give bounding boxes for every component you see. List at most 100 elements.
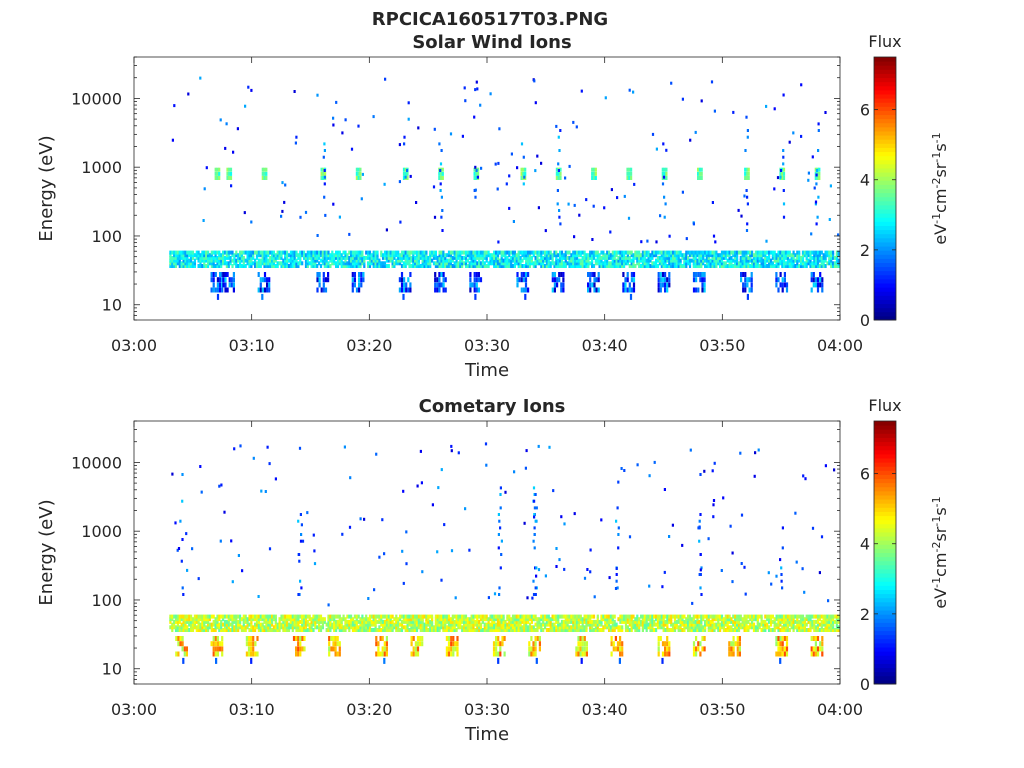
- band-cell: [734, 255, 737, 260]
- band-cell: [786, 625, 789, 630]
- band-cell: [705, 614, 709, 619]
- band-cell: [233, 261, 236, 266]
- band-cell: [581, 261, 584, 266]
- band-cell: [775, 255, 778, 260]
- band-cell: [798, 253, 801, 258]
- noise-cell: [681, 97, 684, 101]
- band-cell: [174, 261, 178, 266]
- mid-peak-cell: [592, 176, 596, 180]
- band-cell: [496, 614, 500, 619]
- sub-band-cell: [581, 636, 584, 641]
- band-cell: [227, 617, 230, 622]
- band-cell: [707, 614, 710, 619]
- band-cell: [784, 255, 788, 260]
- band-cell: [745, 258, 748, 263]
- band-cell: [730, 625, 733, 630]
- streak-cell: [439, 182, 442, 186]
- sub-band-cell: [744, 287, 747, 293]
- band-cell: [656, 258, 660, 263]
- band-cell: [464, 614, 468, 619]
- streak-cell: [700, 593, 703, 596]
- band-cell: [587, 253, 590, 258]
- band-cell: [758, 622, 761, 627]
- band-cell: [423, 253, 426, 258]
- band-cell: [628, 622, 631, 627]
- band-cell: [263, 614, 266, 619]
- band-cell: [186, 264, 189, 268]
- band-cell: [653, 261, 656, 266]
- band-cell: [677, 261, 680, 266]
- band-cell: [432, 628, 436, 632]
- sub-band-cell: [695, 287, 698, 293]
- sub-band-cell: [497, 657, 500, 664]
- noise-cell: [407, 101, 410, 105]
- colorbar-segment: [874, 114, 896, 120]
- band-cell: [423, 614, 426, 619]
- band-cell: [544, 617, 547, 622]
- band-cell: [519, 617, 522, 622]
- band-cell: [402, 255, 405, 260]
- band-cell: [741, 250, 744, 255]
- sub-band-cell: [738, 636, 741, 641]
- streak-cell: [746, 195, 749, 199]
- band-cell: [551, 614, 554, 619]
- band-cell: [619, 264, 622, 268]
- band-cell: [724, 261, 727, 266]
- band-cell: [331, 255, 334, 260]
- band-cell: [286, 622, 289, 627]
- band-cell: [508, 625, 511, 630]
- noise-cell: [385, 228, 388, 232]
- band-cell: [816, 617, 820, 622]
- band-cell: [250, 261, 253, 266]
- band-cell: [201, 628, 204, 632]
- band-cell: [638, 253, 641, 258]
- band-cell: [453, 619, 456, 624]
- band-cell: [728, 619, 731, 624]
- band-cell: [276, 261, 279, 266]
- band-cell: [218, 617, 221, 622]
- band-cell: [515, 619, 518, 624]
- band-cell: [380, 619, 383, 624]
- band-cell: [470, 622, 473, 627]
- band-cell: [483, 261, 486, 266]
- band-cell: [340, 258, 343, 263]
- noise-cell: [348, 232, 351, 236]
- sub-band-cell: [810, 277, 813, 283]
- band-cell: [805, 628, 808, 632]
- band-cell: [493, 258, 496, 263]
- sub-band-cell: [353, 272, 356, 277]
- band-cell: [233, 625, 236, 630]
- band-cell: [427, 255, 430, 260]
- band-cell: [609, 619, 612, 624]
- band-cell: [171, 625, 174, 630]
- streak-cell: [532, 579, 535, 583]
- band-cell: [579, 628, 582, 632]
- noise-cell: [283, 200, 286, 204]
- band-cell: [685, 619, 688, 624]
- band-cell: [171, 628, 174, 632]
- sub-band-cell: [781, 646, 784, 652]
- band-cell: [382, 614, 385, 619]
- band-cell: [254, 628, 257, 632]
- band-cell: [677, 619, 680, 624]
- band-cell: [455, 253, 458, 258]
- band-cell: [372, 614, 375, 619]
- band-cell: [544, 622, 547, 627]
- band-cell: [239, 258, 242, 263]
- band-cell: [214, 253, 217, 258]
- band-cell: [579, 617, 582, 622]
- band-cell: [197, 619, 200, 624]
- sub-band-cell: [583, 651, 586, 657]
- band-cell: [816, 261, 820, 266]
- band-cell: [368, 614, 372, 619]
- streak-cell: [782, 189, 785, 192]
- band-cell: [207, 258, 210, 263]
- band-cell: [809, 250, 812, 255]
- streak-cell: [556, 189, 559, 192]
- band-cell: [664, 264, 667, 268]
- band-cell: [805, 614, 808, 619]
- sub-band-cell: [580, 657, 583, 664]
- band-cell: [779, 619, 782, 624]
- band-cell: [739, 250, 742, 255]
- band-cell: [293, 264, 296, 268]
